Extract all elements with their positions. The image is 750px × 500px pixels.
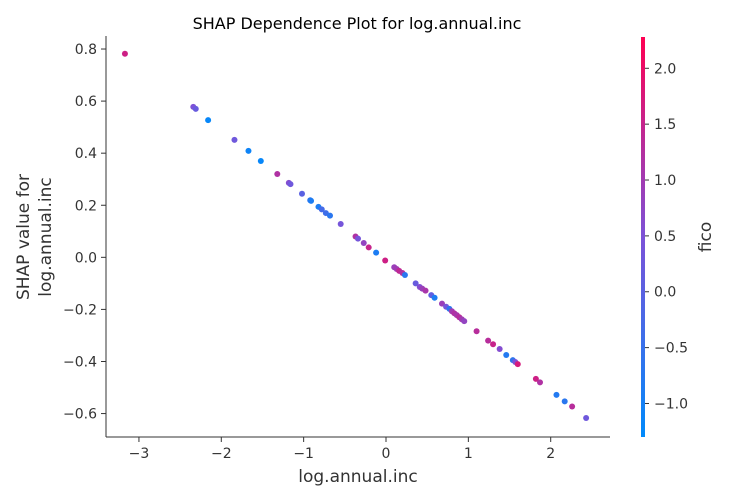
data-point bbox=[192, 105, 199, 112]
data-point bbox=[337, 221, 344, 228]
data-point bbox=[490, 341, 497, 348]
x-axis-label: log.annual.inc bbox=[298, 467, 417, 487]
colorbar-label: fico bbox=[696, 222, 716, 252]
data-point bbox=[327, 212, 333, 219]
data-point bbox=[382, 257, 389, 264]
data-point bbox=[553, 391, 560, 398]
data-point bbox=[412, 280, 419, 287]
x-tick-label: −2 bbox=[211, 446, 232, 462]
data-point bbox=[439, 300, 445, 307]
data-point bbox=[121, 50, 128, 57]
data-point bbox=[355, 235, 361, 242]
colorbar-tick-label: 0.0 bbox=[654, 285, 676, 301]
data-point bbox=[360, 240, 367, 247]
colorbar-ticks: −1.0 −0.5 0.0 0.5 1.0 1.5 2.0 bbox=[645, 61, 688, 412]
chart-title: SHAP Dependence Plot for log.annual.inc bbox=[193, 14, 522, 33]
colorbar-tick-label: 1.5 bbox=[654, 117, 676, 133]
data-point bbox=[514, 361, 521, 368]
colorbar-tick-label: 1.0 bbox=[654, 173, 676, 189]
y-tick-label: −0.2 bbox=[63, 302, 97, 318]
data-point bbox=[274, 171, 281, 178]
data-point bbox=[537, 379, 543, 386]
y-axis-label-line1: SHAP value for bbox=[14, 174, 34, 300]
y-tick-label: 0.4 bbox=[75, 146, 97, 162]
colorbar bbox=[641, 37, 645, 437]
data-point bbox=[473, 328, 480, 335]
x-tick-label: 1 bbox=[464, 446, 473, 462]
data-point bbox=[318, 206, 325, 213]
data-point bbox=[485, 337, 492, 344]
data-point bbox=[583, 414, 590, 421]
data-point bbox=[257, 157, 264, 164]
data-point bbox=[401, 272, 408, 279]
data-point bbox=[569, 403, 576, 410]
data-point bbox=[231, 136, 238, 143]
y-tick-label: 0.2 bbox=[75, 198, 97, 214]
data-point bbox=[287, 181, 294, 188]
x-tick-label: −1 bbox=[293, 446, 314, 462]
data-point bbox=[205, 117, 212, 124]
data-point bbox=[461, 318, 468, 325]
x-axis-ticks: −3 −2 −1 0 1 2 bbox=[129, 437, 555, 462]
y-tick-label: −0.6 bbox=[63, 407, 97, 423]
colorbar-tick-label: −1.0 bbox=[654, 396, 688, 412]
data-point bbox=[422, 287, 429, 294]
x-tick-label: 2 bbox=[546, 446, 555, 462]
x-tick-label: 0 bbox=[382, 446, 391, 462]
colorbar-tick-label: −0.5 bbox=[654, 341, 688, 357]
data-point bbox=[503, 351, 510, 358]
data-point bbox=[365, 244, 372, 251]
y-tick-label: 0.0 bbox=[75, 250, 97, 266]
data-point bbox=[431, 294, 438, 301]
y-tick-label: 0.8 bbox=[75, 42, 97, 58]
data-point bbox=[308, 197, 315, 204]
y-axis-label-line2: log.annual.inc bbox=[36, 177, 56, 296]
data-point bbox=[373, 249, 380, 256]
y-tick-label: −0.4 bbox=[63, 354, 97, 370]
scatter-points bbox=[121, 50, 590, 421]
colorbar-tick-label: 0.5 bbox=[654, 229, 676, 245]
y-tick-label: 0.6 bbox=[75, 94, 97, 110]
y-axis-ticks: −0.6 −0.4 −0.2 0.0 0.2 0.4 0.6 0.8 bbox=[63, 42, 106, 423]
data-point bbox=[245, 147, 252, 154]
data-point bbox=[561, 398, 568, 405]
data-point bbox=[496, 345, 503, 352]
data-point bbox=[299, 190, 305, 197]
data-point bbox=[532, 375, 539, 382]
colorbar-tick-label: 2.0 bbox=[654, 61, 676, 77]
x-tick-label: −3 bbox=[129, 446, 150, 462]
